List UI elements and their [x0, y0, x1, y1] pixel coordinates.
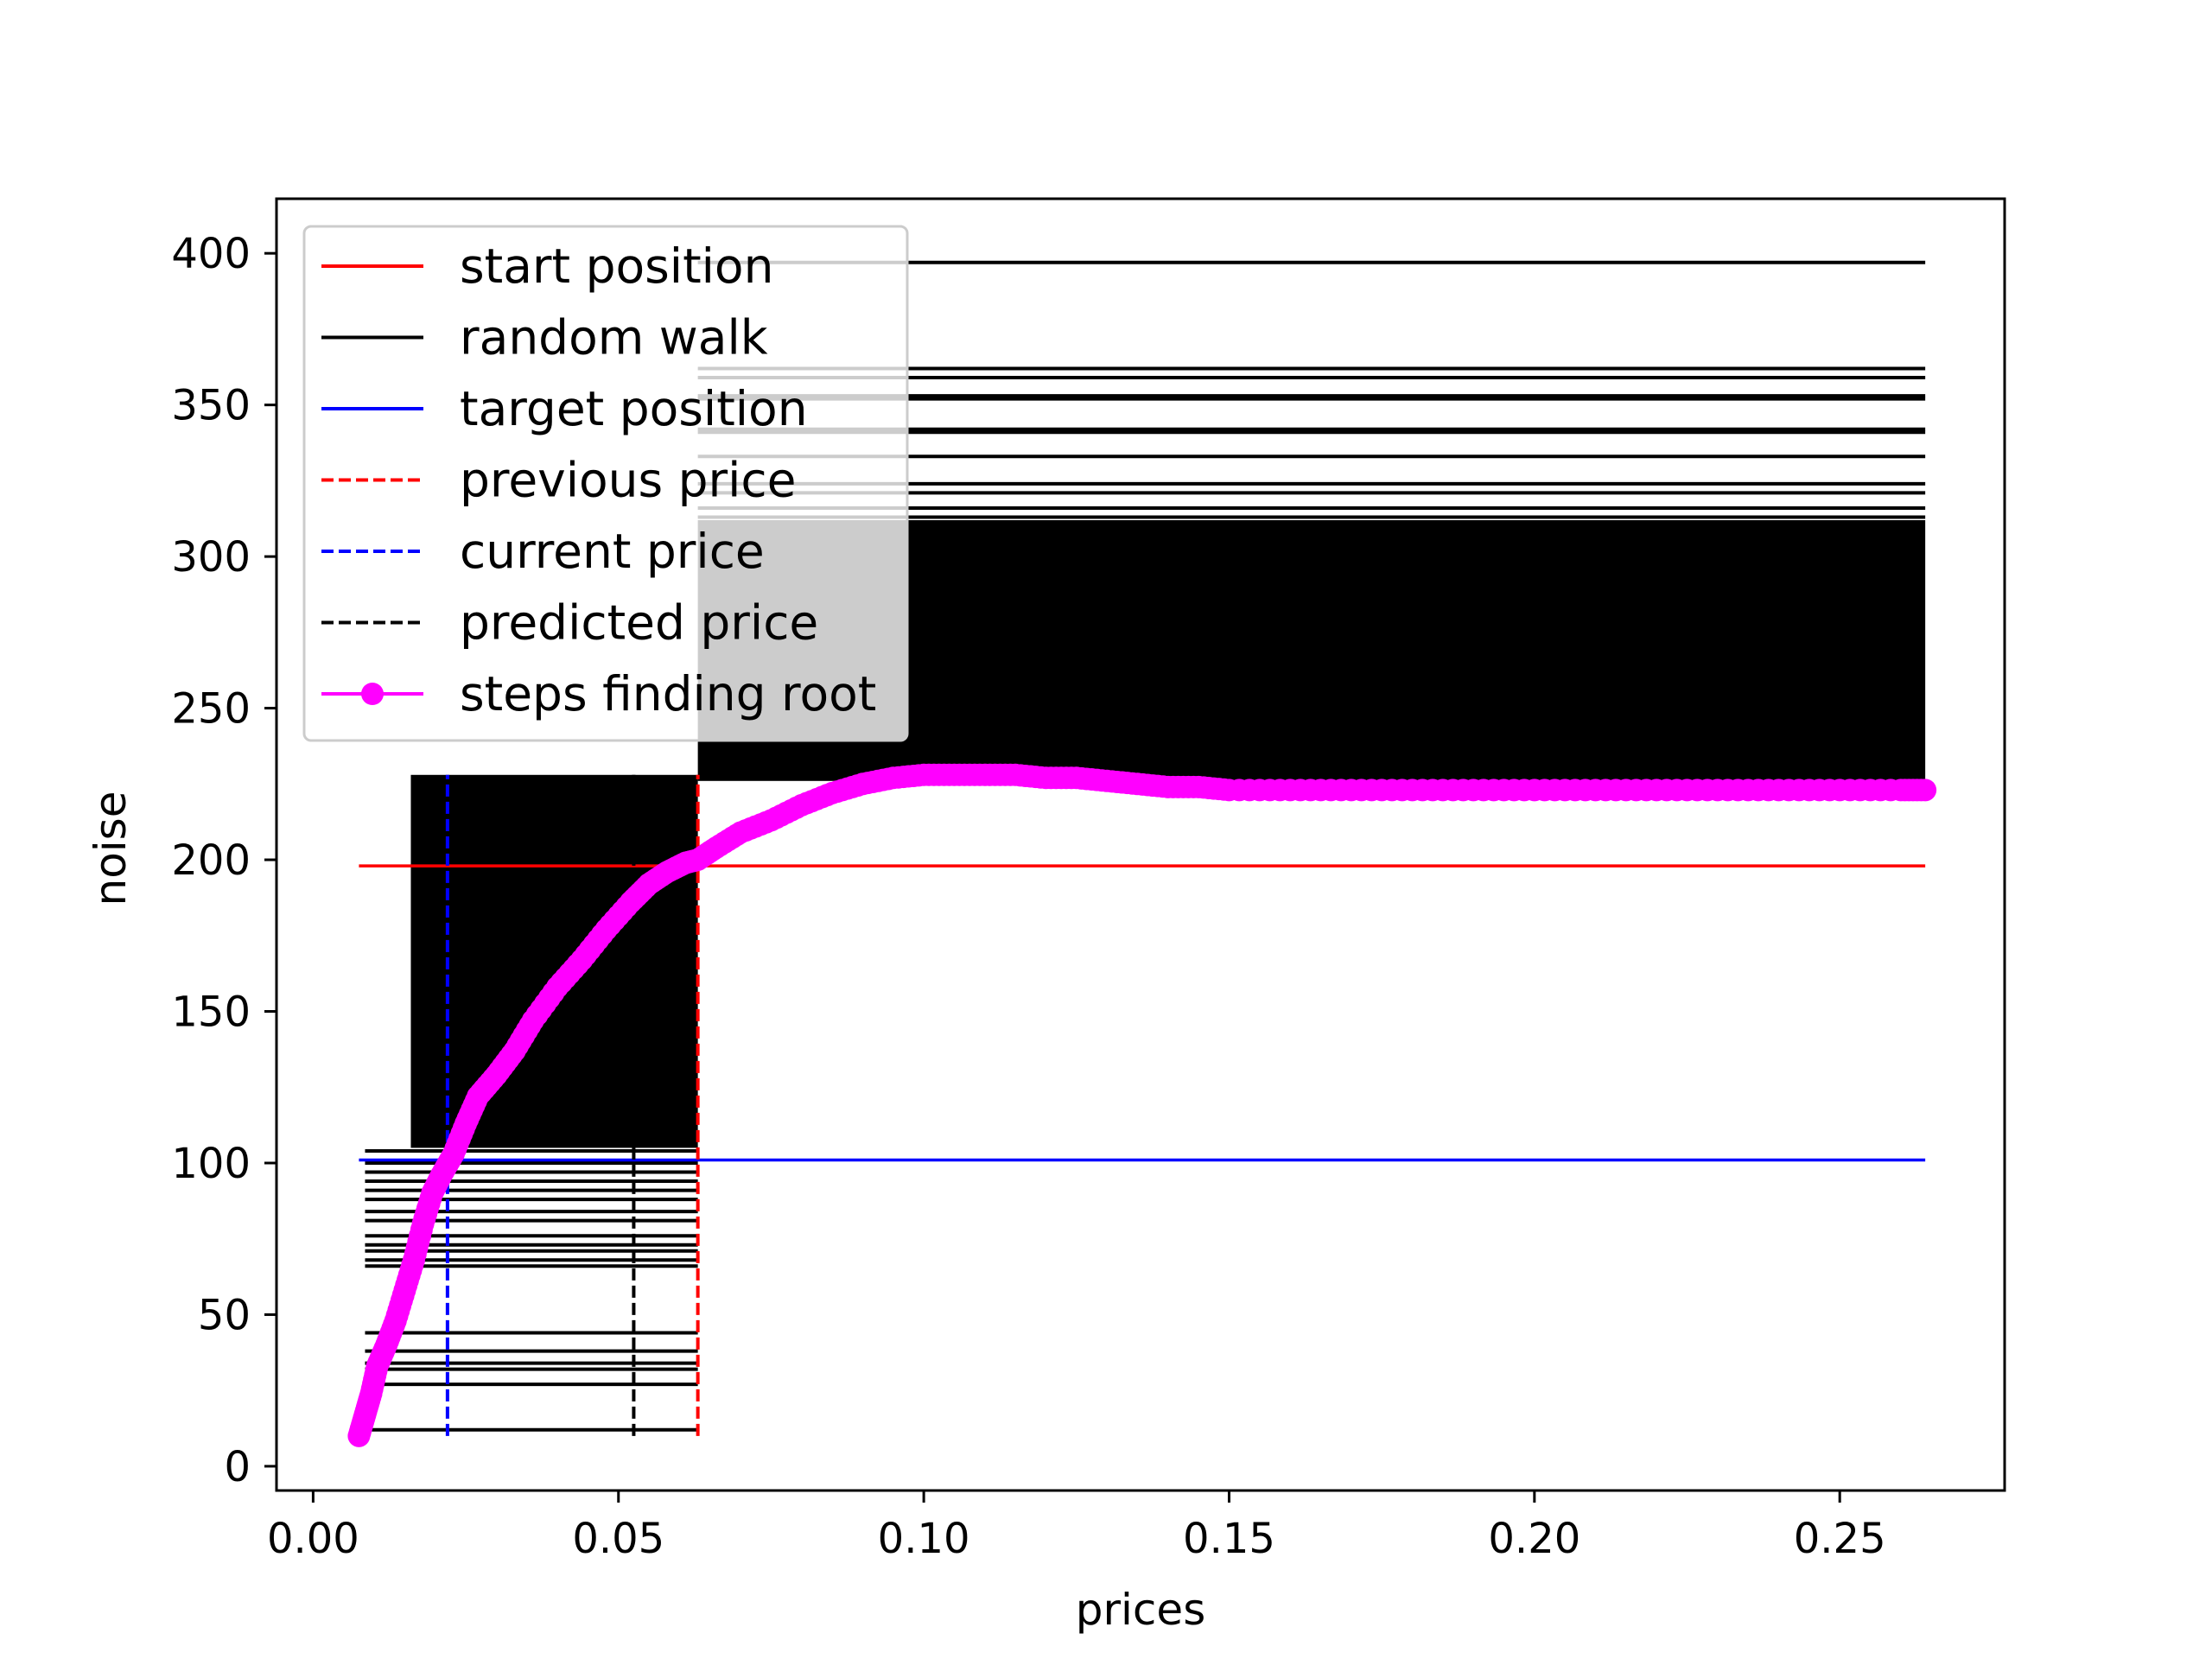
legend-label: steps finding root — [460, 666, 876, 721]
x-tick-label: 0.20 — [1488, 1515, 1580, 1563]
legend-label: random walk — [460, 310, 768, 365]
x-axis-ticks: 0.00 0.05 0.10 0.15 0.20 0.25 — [267, 1491, 1886, 1563]
y-tick-label: 300 — [171, 533, 251, 582]
y-tick-label: 50 — [198, 1291, 251, 1339]
steps-point — [1914, 779, 1937, 802]
y-axis-ticks: 0 50 100 150 200 250 300 350 400 — [171, 230, 276, 1491]
y-tick-label: 0 — [224, 1443, 251, 1491]
steps-finding-root-series — [347, 763, 1937, 1447]
legend: start position random walk target position… — [302, 225, 909, 742]
legend-label: predicted price — [460, 595, 818, 651]
y-tick-label: 250 — [171, 685, 251, 734]
y-tick-label: 100 — [171, 1140, 251, 1188]
reference-lines — [359, 774, 1926, 1436]
legend-label: start position — [460, 238, 773, 294]
x-tick-label: 0.00 — [267, 1515, 359, 1563]
x-tick-label: 0.05 — [572, 1515, 664, 1563]
x-axis-label: prices — [1076, 1585, 1206, 1635]
y-tick-label: 200 — [171, 836, 251, 885]
y-tick-label: 150 — [171, 988, 251, 1037]
legend-label: target position — [460, 381, 808, 436]
legend-marker — [361, 683, 384, 705]
random-walk-dense-band — [410, 774, 698, 1148]
x-tick-label: 0.25 — [1794, 1515, 1886, 1563]
x-tick-label: 0.10 — [878, 1515, 970, 1563]
plot-frame — [275, 197, 2006, 1492]
legend-label: current price — [460, 524, 765, 579]
y-tick-label: 350 — [171, 382, 251, 430]
y-tick-label: 400 — [171, 230, 251, 278]
y-axis-label: noise — [86, 791, 136, 906]
legend-box — [302, 225, 909, 742]
legend-label: previous price — [460, 453, 797, 508]
x-tick-label: 0.15 — [1183, 1515, 1275, 1563]
